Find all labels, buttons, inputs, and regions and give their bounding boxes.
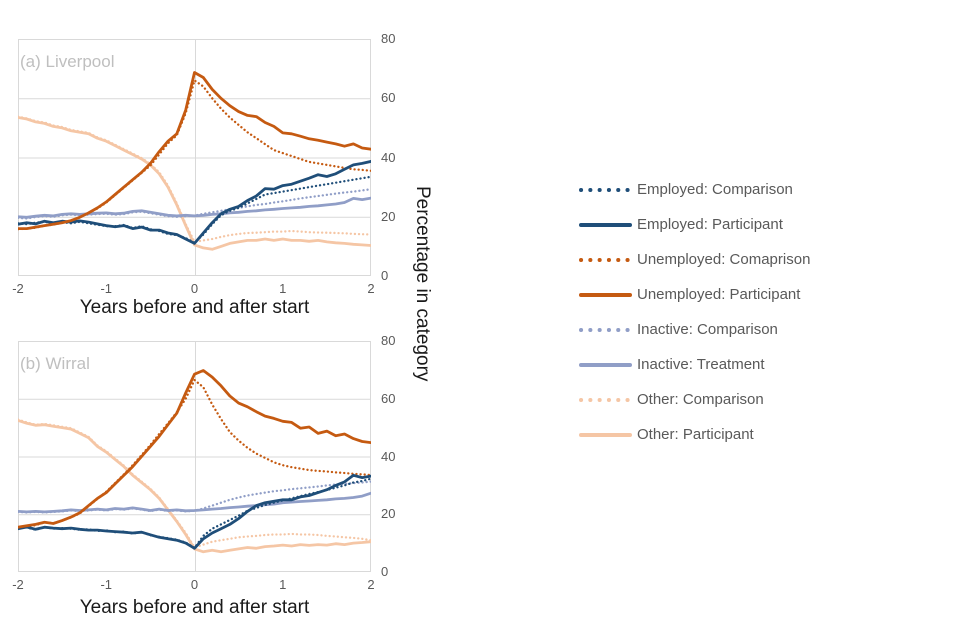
x-axis-tick-label: 1 bbox=[279, 281, 287, 296]
unemployed-participant-solid-line-icon bbox=[579, 292, 632, 297]
x-axis-title-wirral: Years before and after start bbox=[79, 597, 310, 618]
y-axis-title: Percentage in category bbox=[412, 186, 433, 382]
x-axis-tick-label: -2 bbox=[12, 281, 24, 296]
inactive-treatment-solid-line-icon bbox=[579, 362, 632, 367]
liverpool-plot-area bbox=[18, 39, 371, 276]
legend-item-other-participant: Other: Participant bbox=[578, 417, 810, 452]
series-employed-participant bbox=[18, 473, 371, 550]
legend-label: Employed: Participant bbox=[637, 216, 783, 233]
legend-item-other-comparison: Other: Comparison bbox=[578, 382, 810, 417]
x-axis-tick-label: 2 bbox=[367, 281, 375, 296]
legend-label: Employed: Comparison bbox=[637, 181, 793, 198]
series-unemployed-participant bbox=[18, 71, 371, 231]
y-axis-tick-label: 80 bbox=[381, 31, 396, 46]
x-axis-tick-label: 0 bbox=[190, 577, 199, 592]
employed-participant-solid-line-icon bbox=[579, 222, 632, 227]
y-axis-tick-label: 40 bbox=[381, 149, 396, 165]
other-comparison-dotted-line-icon bbox=[579, 397, 632, 402]
y-axis-tick-label: 20 bbox=[381, 208, 396, 224]
legend-label: Inactive: Treatment bbox=[637, 356, 765, 373]
plot-border bbox=[18, 341, 371, 572]
y-axis-tick-label: 60 bbox=[381, 390, 396, 406]
series-inactive-comparison bbox=[18, 480, 371, 514]
series-unemployed-participant bbox=[18, 369, 371, 529]
employed-comparison-dotted-line-icon bbox=[579, 187, 632, 192]
wirral-plot-area bbox=[18, 341, 371, 572]
series-employed-participant bbox=[18, 160, 371, 245]
legend: Employed: Comparison Employed: Participa… bbox=[578, 172, 810, 452]
series-employed-comparison bbox=[18, 477, 371, 550]
y-axis-tick-label: 0 bbox=[381, 268, 389, 283]
unemployed-comparison-dotted-line-icon bbox=[579, 257, 632, 262]
y-axis-tick-label: 0 bbox=[381, 564, 389, 579]
x-axis-title-liverpool: Years before and after start bbox=[79, 297, 310, 318]
legend-label: Other: Participant bbox=[637, 426, 754, 443]
legend-item-inactive-comparison: Inactive: Comparison bbox=[578, 312, 810, 347]
series-inactive-treatment bbox=[18, 491, 371, 514]
other-participant-solid-line-icon bbox=[579, 432, 632, 437]
series-other-participant bbox=[18, 116, 371, 251]
legend-item-employed-participant: Employed: Participant bbox=[578, 207, 810, 242]
x-axis-tick-label: 2 bbox=[367, 577, 375, 592]
series-unemployed-comaprison bbox=[18, 378, 371, 529]
legend-item-inactive-treatment: Inactive: Treatment bbox=[578, 347, 810, 382]
legend-item-employed-comparison: Employed: Comparison bbox=[578, 172, 810, 207]
y-axis-tick-label: 40 bbox=[381, 448, 396, 464]
legend-item-unemployed-participant: Unemployed: Participant bbox=[578, 277, 810, 312]
series-inactive-treatment bbox=[18, 196, 371, 219]
y-axis-tick-label: 20 bbox=[381, 506, 396, 522]
legend-item-unemployed-comparison: Unemployed: Comaprison bbox=[578, 242, 810, 277]
x-axis-tick-label: 1 bbox=[279, 577, 287, 592]
panel-title-liverpool: (a) Liverpool bbox=[20, 52, 115, 71]
plot-border bbox=[18, 39, 371, 276]
legend-label: Unemployed: Comaprison bbox=[637, 251, 811, 268]
inactive-comparison-dotted-line-icon bbox=[579, 327, 632, 332]
x-axis-tick-label: -1 bbox=[100, 577, 113, 592]
series-unemployed-comaprison bbox=[18, 79, 371, 231]
legend-label: Inactive: Comparison bbox=[637, 321, 778, 338]
x-axis-tick-label: -1 bbox=[100, 281, 113, 296]
x-axis-tick-label: 0 bbox=[190, 281, 199, 296]
y-axis-tick-label: 60 bbox=[381, 90, 396, 106]
panel-title-wirral: (b) Wirral bbox=[20, 354, 90, 373]
legend-label: Unemployed: Participant bbox=[637, 286, 801, 303]
y-axis-tick-label: 80 bbox=[381, 333, 396, 348]
x-axis-tick-label: -2 bbox=[12, 577, 24, 592]
legend-label: Other: Comparison bbox=[637, 391, 764, 408]
